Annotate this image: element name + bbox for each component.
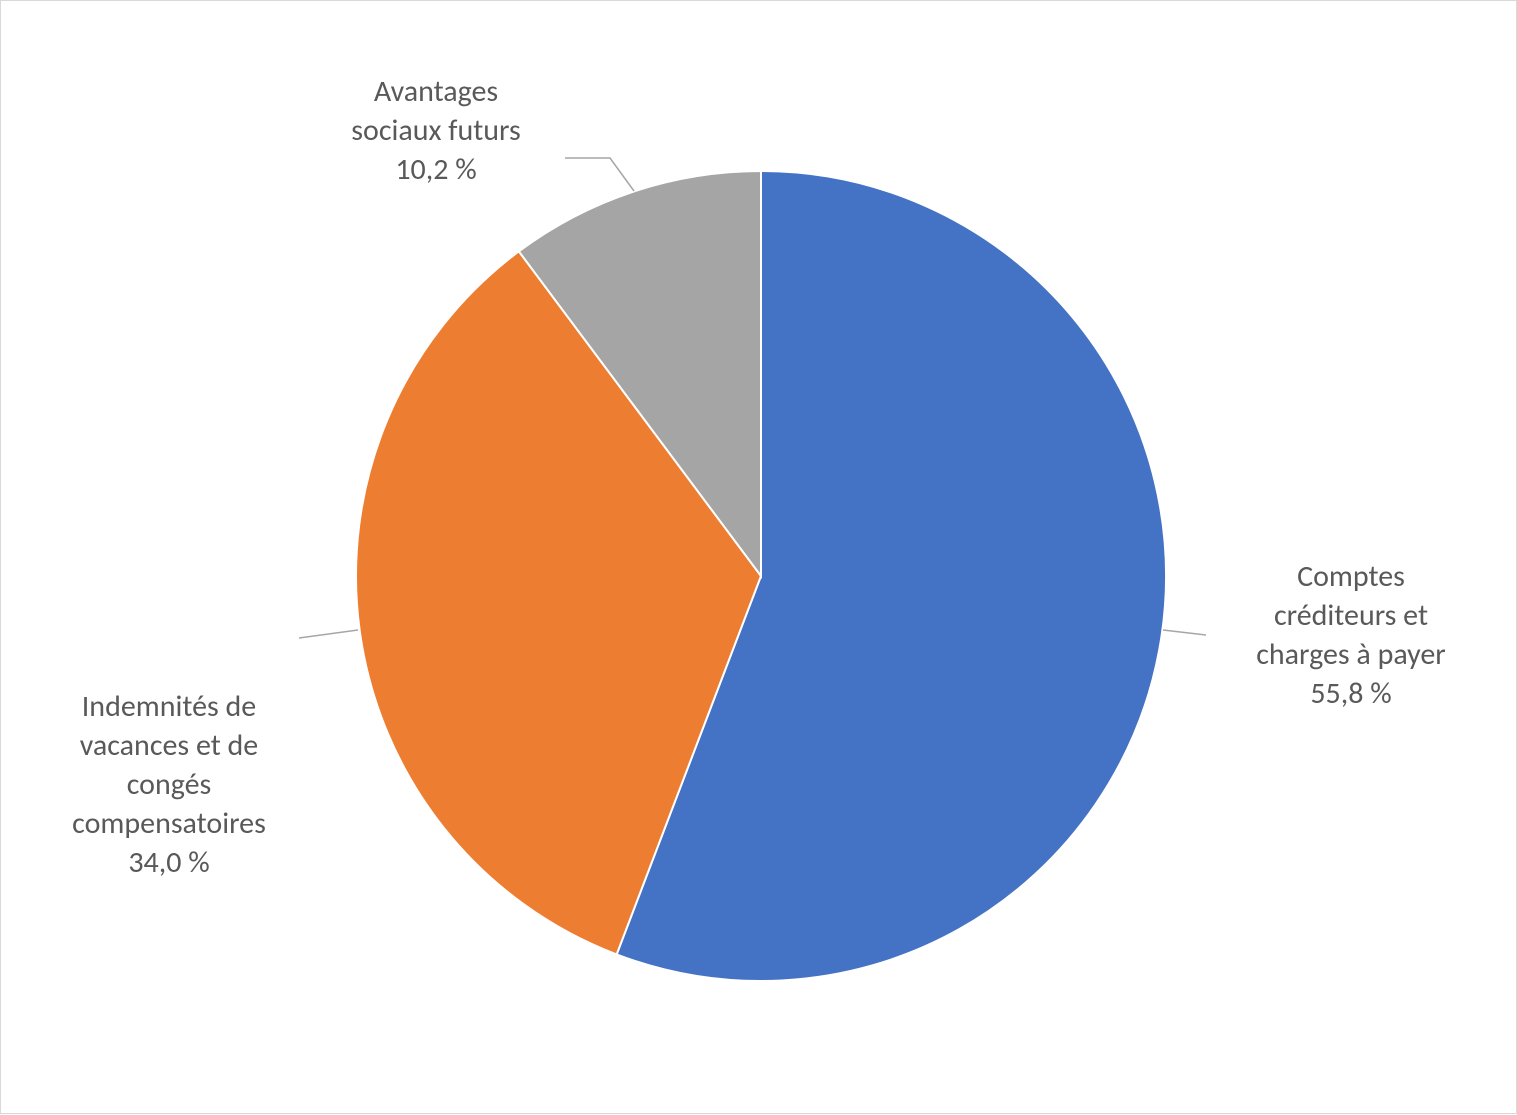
chart-frame: Comptescréditeurs etcharges à payer55,8 … — [0, 0, 1517, 1114]
leader-line — [565, 158, 634, 191]
slice-label: Avantagessociaux futurs10,2 % — [351, 73, 520, 188]
pie-chart-svg: Comptescréditeurs etcharges à payer55,8 … — [1, 1, 1517, 1115]
slice-label: Comptescréditeurs etcharges à payer55,8 … — [1256, 558, 1446, 712]
slice-label: Indemnités devacances et decongéscompens… — [72, 688, 266, 881]
leader-line — [299, 630, 358, 638]
leader-line — [1163, 630, 1206, 635]
